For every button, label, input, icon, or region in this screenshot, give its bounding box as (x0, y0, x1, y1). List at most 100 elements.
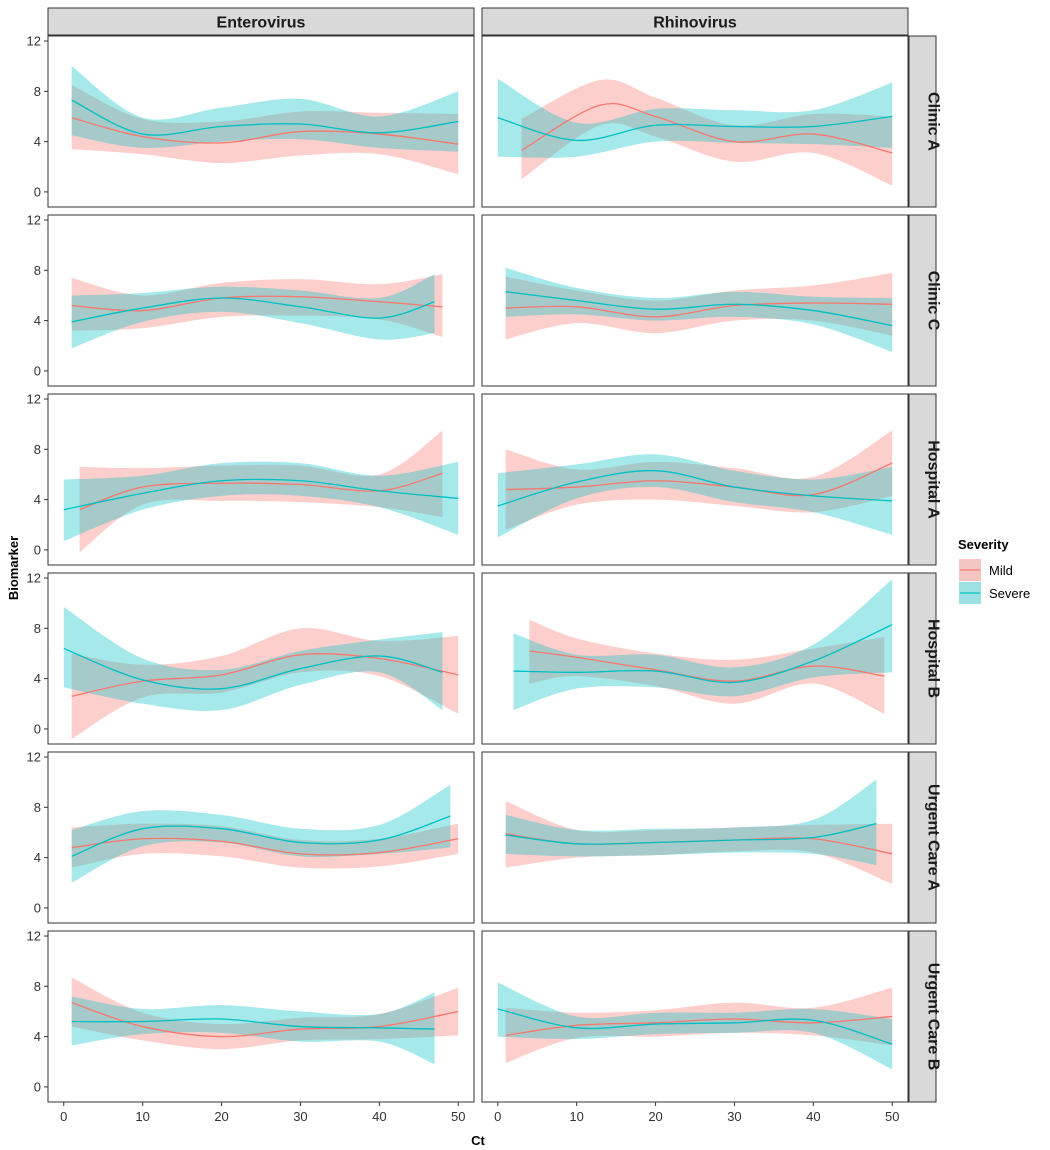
row-strip-label-hospital-a: Hospital A (925, 440, 942, 519)
panel-border-urgent-care-a-rhinovirus (481, 751, 909, 924)
x-tick-label: 50 (451, 1109, 465, 1124)
panel-bg-hospital-b-enterovirus (48, 573, 474, 744)
panel-border-urgent-care-a-enterovirus (47, 751, 475, 924)
y-tick-label: 12 (27, 34, 41, 49)
column-strip-rhinovirus (481, 7, 909, 36)
y-tick-label: 8 (34, 800, 41, 815)
ci-band-severe-clinic-c-rhinovirus (505, 267, 893, 353)
trend-line-mild-urgent-care-b-rhinovirus (505, 1015, 893, 1037)
ci-band-severe-urgent-care-b-enterovirus (71, 992, 435, 1065)
trend-line-mild-hospital-b-rhinovirus (529, 650, 885, 682)
y-tick-label: 4 (34, 850, 41, 865)
y-tick-label: 8 (34, 442, 41, 457)
column-strip-label-rhinovirus: Rhinovirus (653, 15, 737, 32)
trend-line-severe-urgent-care-b-rhinovirus (497, 1008, 893, 1045)
ci-band-severe-clinic-a-rhinovirus (497, 78, 893, 158)
ci-band-mild-clinic-a-rhinovirus (521, 79, 893, 186)
y-tick-label: 12 (27, 213, 41, 228)
x-tick-label: 0 (60, 1109, 67, 1124)
panel-border-clinic-c-rhinovirus (481, 214, 909, 387)
y-tick-label: 8 (34, 84, 41, 99)
row-strip-urgent-care-a (908, 751, 937, 924)
column-strip-enterovirus (47, 7, 475, 36)
trend-line-severe-clinic-a-rhinovirus (497, 115, 893, 142)
x-axis-title: Ct (471, 1133, 485, 1148)
row-strip-hospital-b (908, 572, 937, 745)
ci-band-severe-hospital-a-enterovirus (63, 461, 459, 542)
ci-band-severe-hospital-b-enterovirus (63, 606, 443, 711)
x-tick-label: 10 (135, 1109, 149, 1124)
trend-line-mild-hospital-a-enterovirus (79, 472, 443, 511)
y-tick-label: 0 (34, 1079, 41, 1094)
panel-border-urgent-care-b-rhinovirus (481, 930, 909, 1103)
y-tick-label: 0 (34, 363, 41, 378)
x-tick-label: 10 (569, 1109, 583, 1124)
row-strip-hospital-a (908, 393, 937, 566)
row-strip-label-clinic-a: Clinic A (925, 92, 942, 151)
y-axis-title: Biomarker (6, 536, 21, 600)
trend-line-severe-hospital-b-rhinovirus (513, 623, 893, 684)
legend-label-mild: Mild (989, 563, 1013, 578)
y-tick-label: 4 (34, 313, 41, 328)
panel-border-clinic-c-enterovirus (47, 214, 475, 387)
y-tick-label: 12 (27, 750, 41, 765)
row-strip-clinic-a (908, 35, 937, 208)
row-strip-urgent-care-b (908, 930, 937, 1103)
trend-line-mild-clinic-a-rhinovirus (521, 103, 893, 154)
panel-border-hospital-b-enterovirus (47, 572, 475, 745)
panel-bg-clinic-a-enterovirus (48, 36, 474, 207)
trend-line-severe-hospital-b-enterovirus (63, 647, 443, 690)
panel-border-hospital-a-enterovirus (47, 393, 475, 566)
panel-bg-urgent-care-a-rhinovirus (482, 752, 908, 923)
ci-band-severe-urgent-care-a-enterovirus (71, 784, 451, 883)
y-tick-label: 8 (34, 263, 41, 278)
trend-line-mild-clinic-a-enterovirus (71, 117, 459, 145)
ci-band-mild-urgent-care-b-rhinovirus (505, 987, 893, 1064)
panel-bg-hospital-a-rhinovirus (482, 394, 908, 565)
y-tick-label: 4 (34, 134, 41, 149)
ci-band-severe-hospital-b-rhinovirus (513, 579, 893, 711)
panel-bg-urgent-care-a-enterovirus (48, 752, 474, 923)
ci-band-severe-urgent-care-b-rhinovirus (497, 982, 893, 1070)
trend-line-mild-clinic-c-enterovirus (71, 295, 443, 312)
ci-band-mild-urgent-care-a-enterovirus (71, 823, 459, 869)
y-tick-label: 12 (27, 929, 41, 944)
x-tick-label: 30 (293, 1109, 307, 1124)
x-tick-label: 0 (494, 1109, 501, 1124)
panel-border-hospital-a-rhinovirus (481, 393, 909, 566)
column-strip-label-enterovirus: Enterovirus (217, 15, 306, 32)
panel-bg-hospital-b-rhinovirus (482, 573, 908, 744)
trend-line-mild-hospital-a-rhinovirus (505, 462, 893, 497)
ci-band-mild-clinic-c-enterovirus (71, 274, 443, 337)
x-tick-label: 50 (885, 1109, 899, 1124)
trend-line-mild-clinic-c-rhinovirus (505, 302, 893, 318)
y-tick-label: 0 (34, 184, 41, 199)
row-strip-label-clinic-c: Clinic C (925, 271, 942, 331)
legend-title: Severity (958, 537, 1009, 552)
x-tick-label: 20 (214, 1109, 228, 1124)
panel-bg-urgent-care-b-enterovirus (48, 931, 474, 1102)
y-tick-label: 0 (34, 721, 41, 736)
y-tick-label: 0 (34, 542, 41, 557)
trend-line-severe-clinic-c-enterovirus (71, 297, 435, 323)
ci-band-mild-hospital-a-enterovirus (79, 430, 443, 553)
x-tick-label: 40 (806, 1109, 820, 1124)
y-tick-label: 12 (27, 571, 41, 586)
ci-band-severe-clinic-a-enterovirus (71, 66, 459, 152)
x-tick-label: 20 (648, 1109, 662, 1124)
y-tick-label: 8 (34, 979, 41, 994)
ci-band-mild-hospital-b-rhinovirus (529, 619, 885, 714)
x-tick-label: 30 (727, 1109, 741, 1124)
y-tick-label: 4 (34, 1029, 41, 1044)
legend-label-severe: Severe (989, 586, 1030, 601)
panel-border-clinic-a-enterovirus (47, 35, 475, 208)
row-strip-label-hospital-b: Hospital B (925, 619, 942, 698)
trend-line-severe-clinic-a-enterovirus (71, 99, 459, 136)
trend-line-severe-hospital-a-enterovirus (63, 478, 459, 511)
x-tick-label: 40 (372, 1109, 386, 1124)
trend-line-severe-urgent-care-b-enterovirus (71, 1018, 435, 1030)
trend-line-severe-hospital-a-rhinovirus (497, 470, 893, 507)
ci-band-severe-clinic-c-enterovirus (71, 274, 435, 349)
